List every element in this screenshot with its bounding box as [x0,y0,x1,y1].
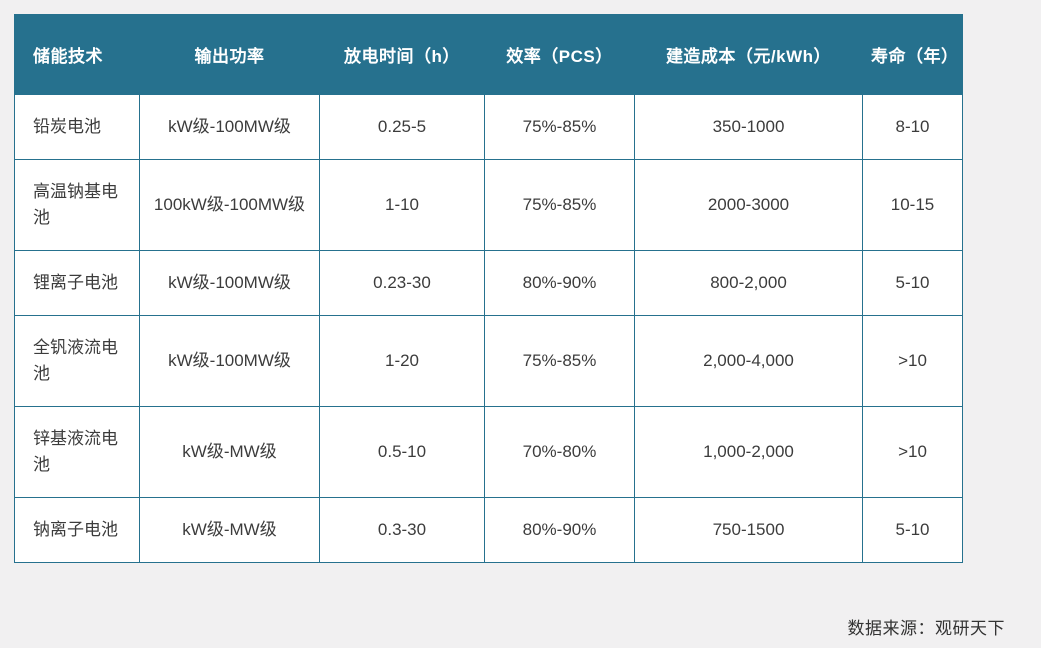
table-row: 高温钠基电池 100kW级-100MW级 1-10 75%-85% 2000-3000 1… [14,159,963,251]
row-header-cell: 锂离子电池 [14,250,140,316]
table-cell: 0.3-30 [319,497,485,563]
table-cell: 75%-85% [484,315,635,407]
table-cell: kW级-MW级 [139,497,320,563]
header-cell-3: 效率（PCS） [484,14,635,95]
table-header-row: 储能技术 输出功率 放电时间（h） 效率（PCS） 建造成本（元/kWh） 寿命（年） [14,14,963,95]
comparison-table: 储能技术 输出功率 放电时间（h） 效率（PCS） 建造成本（元/kWh） 寿命（年） 铅… [14,14,963,563]
table-cell: 80%-90% [484,497,635,563]
table-cell: 75%-85% [484,94,635,160]
table-row: 钠离子电池 kW级-MW级 0.3-30 80%-90% 750-1500 5-10 [14,497,963,563]
table-cell: 0.25-5 [319,94,485,160]
header-cell-1: 输出功率 [139,14,320,95]
table-cell: 5-10 [862,497,963,563]
table-cell: 2000-3000 [634,159,863,251]
table-cell: kW级-100MW级 [139,315,320,407]
header-cell-0: 储能技术 [14,14,140,95]
row-header-cell: 高温钠基电池 [14,159,140,251]
table-header: 储能技术 输出功率 放电时间（h） 效率（PCS） 建造成本（元/kWh） 寿命（年） [14,14,963,95]
row-header-cell: 钠离子电池 [14,497,140,563]
table-cell: 70%-80% [484,406,635,498]
table-cell: 10-15 [862,159,963,251]
table-cell: 2,000-4,000 [634,315,863,407]
table-cell: 350-1000 [634,94,863,160]
table-cell: >10 [862,315,963,407]
header-cell-2: 放电时间（h） [319,14,485,95]
table-row: 锂离子电池 kW级-100MW级 0.23-30 80%-90% 800-2,000 5-… [14,250,963,316]
table-cell: 5-10 [862,250,963,316]
header-cell-5: 寿命（年） [862,14,963,95]
table-cell: 750-1500 [634,497,863,563]
row-header-cell: 全钒液流电池 [14,315,140,407]
table-cell: >10 [862,406,963,498]
table-cell: 0.5-10 [319,406,485,498]
table-cell: 0.23-30 [319,250,485,316]
table-cell: 1-20 [319,315,485,407]
table-cell: 80%-90% [484,250,635,316]
table-cell: kW级-100MW级 [139,250,320,316]
data-source-label: 数据来源：观研天下 [847,619,1005,638]
table-cell: 8-10 [862,94,963,160]
table-row: 全钒液流电池 kW级-100MW级 1-20 75%-85% 2,000-4,000 >1… [14,315,963,407]
table-cell: kW级-100MW级 [139,94,320,160]
table-row: 锌基液流电池 kW级-MW级 0.5-10 70%-80% 1,000-2,000 >10 [14,406,963,498]
table-cell: 800-2,000 [634,250,863,316]
header-cell-4: 建造成本（元/kWh） [634,14,863,95]
table-cell: 1-10 [319,159,485,251]
table-cell: 100kW级-100MW级 [139,159,320,251]
table-cell: 1,000-2,000 [634,406,863,498]
table-cell: 75%-85% [484,159,635,251]
table-row: 铅炭电池 kW级-100MW级 0.25-5 75%-85% 350-1000 8-10 [14,94,963,160]
table-cell: kW级-MW级 [139,406,320,498]
row-header-cell: 锌基液流电池 [14,406,140,498]
row-header-cell: 铅炭电池 [14,94,140,160]
